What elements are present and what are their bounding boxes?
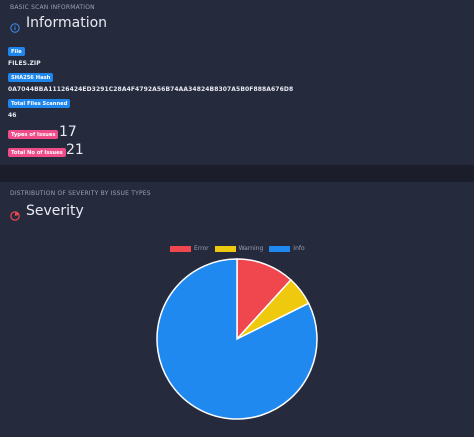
legend-swatch-warning xyxy=(214,245,236,252)
sha256-value: 0A7044BBA11126424ED3291C28A4F4792A56B74A… xyxy=(8,86,294,93)
severity-gauge-icon xyxy=(10,206,20,221)
legend-label-warning: Warning xyxy=(238,245,264,252)
types-of-issues-badge: Types of Issues xyxy=(8,130,59,139)
legend-swatch-error xyxy=(170,245,191,252)
file-value: FILES.ZIP xyxy=(8,60,41,67)
total-files-label-badge: Total Files Scanned xyxy=(8,99,71,108)
types-of-issues-value: 17 xyxy=(59,124,77,140)
information-title: Information xyxy=(26,15,108,31)
information-subheading: BASIC SCAN INFORMATION xyxy=(10,4,95,11)
total-issues-value: 21 xyxy=(66,142,84,158)
legend-label-error: Error xyxy=(194,245,209,252)
sha256-label-badge: SHA256 Hash xyxy=(8,73,54,82)
information-header: Information xyxy=(10,15,108,33)
legend-swatch-info xyxy=(269,245,291,252)
severity-header: Severity xyxy=(10,203,84,221)
severity-title: Severity xyxy=(26,203,84,219)
info-circle-icon xyxy=(10,18,20,33)
file-label-badge: File xyxy=(8,47,25,56)
pie-slice-info[interactable] xyxy=(156,258,318,420)
total-issues-badge: Total No of Issues xyxy=(8,148,66,157)
legend-item-error[interactable]: Error xyxy=(170,245,209,252)
legend-label-info: Info xyxy=(293,245,305,252)
legend-item-info[interactable]: Info xyxy=(269,245,305,252)
chart-legend: Error Warning Info xyxy=(170,245,311,252)
severity-subheading: DISTRIBUTION OF SEVERITY BY ISSUE TYPES xyxy=(10,190,151,197)
legend-item-warning[interactable]: Warning xyxy=(214,245,264,252)
total-files-value: 46 xyxy=(8,112,17,119)
information-card: BASIC SCAN INFORMATION Information File … xyxy=(0,0,474,165)
